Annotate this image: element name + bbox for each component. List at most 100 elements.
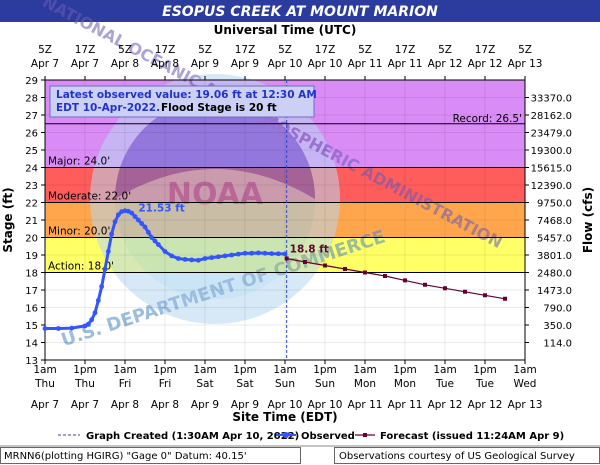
y-axis-title: Stage (ft) — [1, 187, 15, 252]
observed-point — [215, 254, 221, 260]
bottom-tick-date: Apr 13 — [508, 399, 543, 411]
observed-point — [182, 256, 188, 262]
top-tick-time: 17Z — [475, 44, 496, 56]
observed-point — [282, 251, 288, 257]
top-tick-time: 17Z — [315, 44, 336, 56]
bottom-tick-time: 1pm — [233, 364, 257, 376]
legend-forecast-marker — [363, 433, 367, 437]
flow-tick-label: 28162.0 — [531, 111, 572, 122]
flow-tick-label: 7468.0 — [537, 216, 572, 227]
top-tick-date: Apr 9 — [191, 58, 219, 70]
bottom-tick-date: Apr 12 — [468, 399, 503, 411]
observed-point — [69, 325, 75, 331]
top-tick-time: 17Z — [75, 44, 96, 56]
top-tick-time: 5Z — [518, 44, 532, 56]
observed-point — [89, 317, 95, 323]
legend-forecast-label: Forecast (issued 11:24AM Apr 9) — [380, 431, 564, 442]
y-tick-label: 15 — [25, 321, 38, 332]
forecast-point — [343, 267, 347, 271]
y-tick-label: 29 — [25, 76, 38, 87]
legend-observed-label: Observed — [301, 431, 355, 442]
top-tick-date: Apr 7 — [71, 58, 99, 70]
observed-point — [242, 250, 248, 256]
observed-point — [169, 253, 175, 259]
bottom-tick-day: Sat — [196, 378, 213, 390]
top-tick-time: 17Z — [155, 44, 176, 56]
observed-point — [189, 257, 195, 263]
observed-point — [142, 224, 148, 230]
observed-point — [139, 221, 145, 226]
forecast-point — [483, 293, 487, 298]
bottom-tick-date: Apr 11 — [348, 399, 383, 411]
y-tick-label: 23 — [25, 181, 38, 192]
latest-observed-box — [49, 85, 315, 118]
flow-tick-label: 114.0 — [543, 339, 572, 350]
bottom-tick-day: Mon — [354, 378, 376, 390]
y-tick-label: 20 — [25, 234, 38, 245]
top-tick-time: 5Z — [118, 44, 132, 56]
flow-tick-label: 19300.0 — [531, 146, 572, 157]
record-label: Record: 26.5' — [453, 113, 522, 125]
y-tick-label: 22 — [25, 199, 38, 210]
forecast-point — [443, 286, 447, 291]
observed-point — [109, 231, 115, 237]
bottom-tick-date: Apr 7 — [31, 399, 59, 411]
bottom-tick-date: Apr 9 — [231, 399, 259, 411]
chart-title: ESOPUS CREEK AT MOUNT MARION — [162, 4, 438, 20]
y-tick-label: 19 — [25, 251, 38, 262]
bottom-tick-time: 1am — [513, 364, 536, 376]
forecast-point — [303, 260, 307, 264]
y-tick-label: 25 — [25, 146, 38, 157]
top-axis-title: Universal Time (UTC) — [214, 23, 357, 37]
top-tick-date: Apr 10 — [308, 58, 343, 70]
bottom-tick-time: 1pm — [473, 364, 497, 376]
observed-point — [42, 326, 48, 331]
bottom-tick-time: 1am — [433, 364, 456, 376]
top-tick-date: Apr 11 — [388, 58, 423, 70]
y-tick-label: 18 — [25, 269, 38, 280]
top-tick-date: Apr 10 — [268, 58, 303, 70]
peak-label: 21.53 ft — [138, 203, 184, 215]
legend-observed-marker — [283, 432, 289, 438]
y-tick-label: 27 — [25, 111, 38, 122]
forecast-point — [423, 282, 427, 287]
bottom-tick-date: Apr 12 — [428, 399, 463, 411]
observed-point — [249, 250, 255, 256]
y-tick-label: 26 — [25, 129, 38, 140]
observed-point — [195, 257, 201, 263]
forecast-point — [383, 274, 387, 278]
bottom-tick-date: Apr 11 — [388, 399, 423, 411]
top-tick-time: 5Z — [358, 44, 372, 56]
bottom-tick-day: Thu — [74, 378, 95, 390]
bottom-tick-time: 1am — [353, 364, 376, 376]
observed-point — [175, 256, 181, 261]
observed-point — [152, 238, 158, 244]
flow-tick-label: 15615.0 — [531, 164, 572, 175]
title-bar — [0, 0, 600, 22]
observed-point — [162, 249, 168, 254]
bottom-tick-date: Apr 9 — [191, 399, 219, 411]
flow-tick-label: 1473.0 — [537, 286, 572, 297]
bottom-tick-day: Mon — [394, 378, 416, 390]
bottom-tick-time: 1pm — [153, 364, 177, 376]
observed-point — [132, 214, 138, 219]
observed-point — [145, 229, 151, 235]
forecast-point — [503, 296, 507, 301]
y-tick-label: 16 — [25, 304, 38, 315]
top-tick-time: 5Z — [438, 44, 452, 56]
y-tick-label: 28 — [25, 94, 38, 105]
flow-tick-label: 350.0 — [543, 321, 572, 332]
top-tick-time: 17Z — [395, 44, 416, 56]
watermark-noaa-text: NOAA — [167, 177, 264, 212]
observed-point — [269, 251, 275, 256]
bottom-tick-day: Sun — [315, 378, 335, 390]
observed-point — [92, 310, 98, 316]
top-tick-date: Apr 11 — [348, 58, 383, 70]
threshold-label-0: Action: 18.0' — [48, 261, 114, 273]
observed-point — [95, 298, 101, 303]
flow-tick-label: 9750.0 — [537, 199, 572, 210]
observed-point — [149, 235, 155, 240]
bottom-tick-time: 1am — [33, 364, 56, 376]
bottom-tick-time: 1am — [113, 364, 136, 376]
